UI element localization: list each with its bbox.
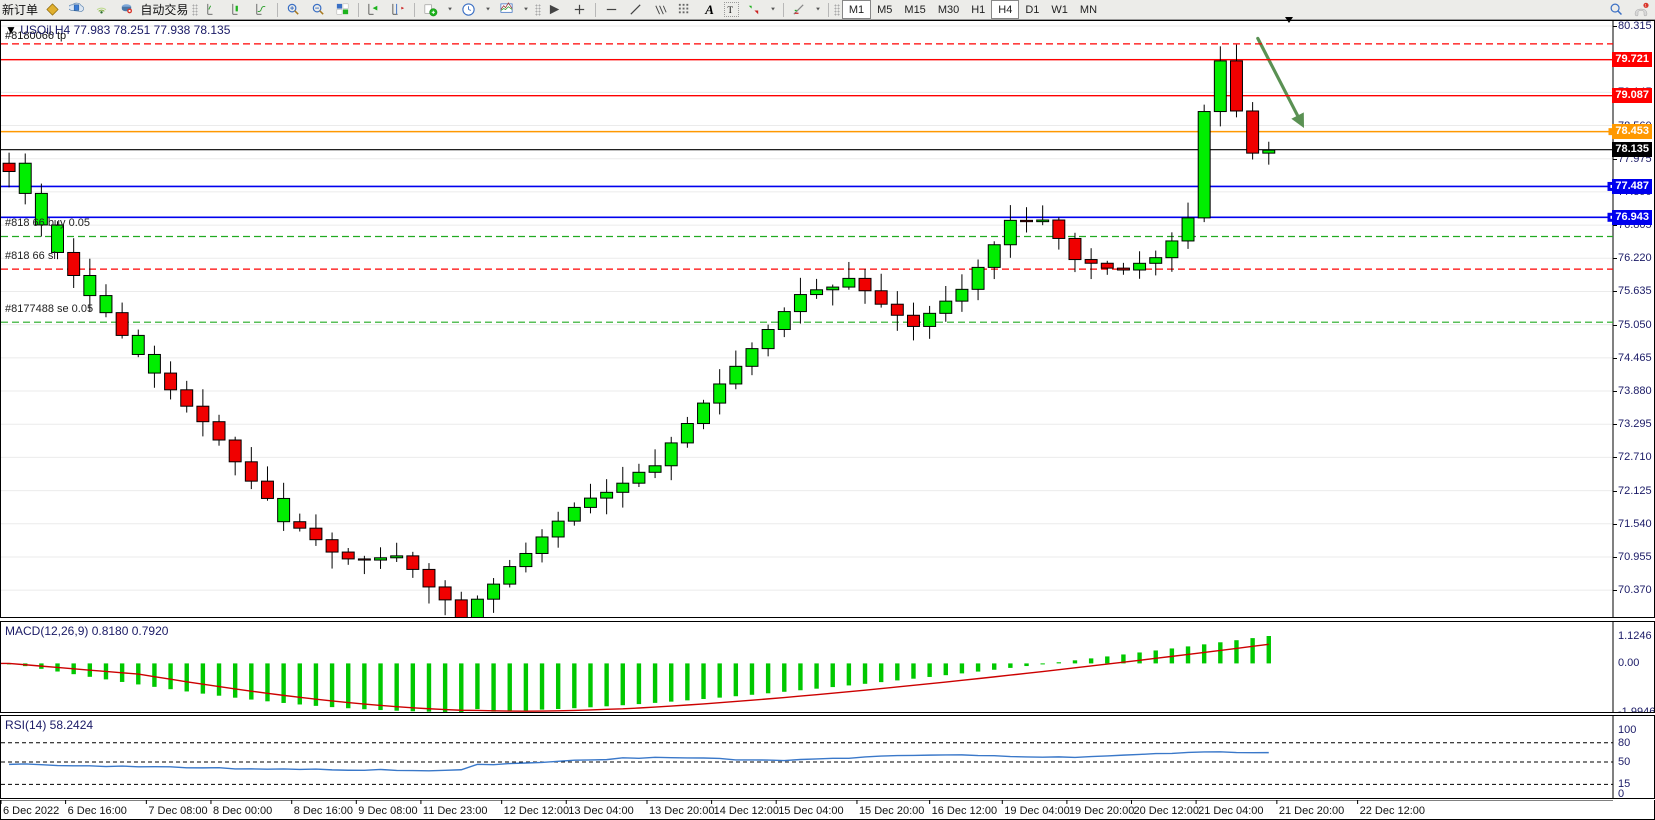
svg-text:9 Dec 08:00: 9 Dec 08:00 (358, 805, 417, 817)
svg-text:T: T (728, 5, 734, 15)
svg-text:8 Dec 00:00: 8 Dec 00:00 (213, 805, 272, 817)
svg-text:21 Dec 04:00: 21 Dec 04:00 (1198, 805, 1263, 817)
svg-text:8 Dec 16:00: 8 Dec 16:00 (294, 805, 353, 817)
svg-text:15 Dec 20:00: 15 Dec 20:00 (859, 805, 924, 817)
svg-text:13 Dec 20:00: 13 Dec 20:00 (649, 805, 714, 817)
svg-text:20 Dec 12:00: 20 Dec 12:00 (1134, 805, 1199, 817)
svg-text:21 Dec 20:00: 21 Dec 20:00 (1279, 805, 1344, 817)
svg-text:22 Dec 12:00: 22 Dec 12:00 (1360, 805, 1425, 817)
svg-text:19 Dec 20:00: 19 Dec 20:00 (1069, 805, 1134, 817)
svg-text:7 Dec 08:00: 7 Dec 08:00 (148, 805, 207, 817)
svg-text:16 Dec 12:00: 16 Dec 12:00 (932, 805, 997, 817)
svg-text:15 Dec 04:00: 15 Dec 04:00 (778, 805, 843, 817)
svg-text:11 Dec 23:00: 11 Dec 23:00 (423, 805, 488, 817)
svg-text:6 Dec 2022: 6 Dec 2022 (3, 805, 59, 817)
svg-text:1: 1 (1645, 3, 1647, 7)
svg-text:19 Dec 04:00: 19 Dec 04:00 (1004, 805, 1069, 817)
svg-text:12 Dec 12:00: 12 Dec 12:00 (504, 805, 569, 817)
svg-text:13 Dec 04:00: 13 Dec 04:00 (568, 805, 633, 817)
svg-text:14 Dec 12:00: 14 Dec 12:00 (714, 805, 779, 817)
svg-text:6 Dec 16:00: 6 Dec 16:00 (68, 805, 127, 817)
